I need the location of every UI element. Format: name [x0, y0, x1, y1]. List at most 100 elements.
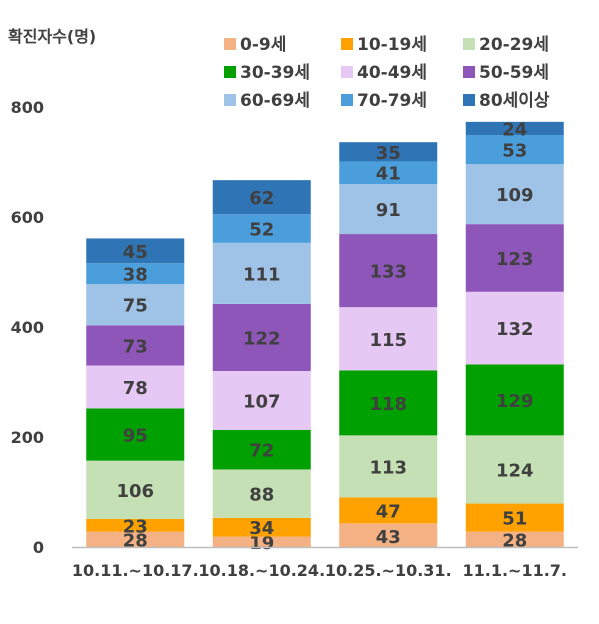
data-label: 118 [369, 394, 407, 415]
bar-segment [212, 214, 311, 243]
bar-segment [86, 460, 185, 519]
bar-segment [465, 364, 564, 436]
legend-swatch [224, 38, 236, 50]
y-tick-label: 0 [33, 538, 44, 557]
legend-swatch [463, 66, 475, 78]
data-label: 106 [116, 481, 154, 502]
data-label: 28 [123, 530, 148, 551]
legend-swatch [341, 66, 353, 78]
bar-segment [339, 370, 438, 436]
bar-segment [86, 408, 185, 461]
bar-segment [465, 121, 564, 136]
bar-segment [86, 518, 185, 532]
x-tick-label: 10.11.~10.17. [72, 561, 199, 580]
bar-segment [339, 142, 438, 162]
bar-segment [339, 497, 438, 524]
bar-segment [86, 325, 185, 366]
legend-swatch [224, 94, 236, 106]
data-label: 41 [376, 164, 401, 185]
legend-label: 50-59세 [479, 63, 549, 83]
data-label: 51 [502, 509, 527, 530]
data-label: 122 [243, 328, 281, 349]
bar-segment [212, 242, 311, 304]
data-label: 124 [496, 460, 534, 481]
bar-segment [212, 429, 311, 470]
bar-segment [465, 224, 564, 292]
data-label: 95 [123, 426, 148, 447]
bar-segment [212, 536, 311, 547]
data-label: 133 [369, 262, 407, 283]
data-label: 28 [502, 530, 527, 551]
data-label: 115 [369, 330, 407, 351]
data-label: 73 [123, 336, 148, 357]
y-tick-label: 800 [11, 98, 44, 117]
bar-segment [339, 307, 438, 371]
data-label: 62 [249, 188, 274, 209]
legend-label: 20-29세 [479, 35, 549, 55]
legend-swatch [224, 66, 236, 78]
data-label: 78 [123, 378, 148, 399]
bar-segment [212, 371, 311, 430]
bars: 2823106957873753845193488721071221115262… [86, 119, 564, 554]
bar-segment [339, 435, 438, 498]
data-label: 47 [376, 501, 401, 522]
legend-label: 40-49세 [357, 63, 427, 83]
bar-segment [465, 503, 564, 532]
legend-label: 80세이상 [479, 91, 550, 111]
legend-label: 0-9세 [240, 35, 286, 55]
bar-segment [212, 180, 311, 215]
data-label: 35 [376, 143, 401, 164]
y-tick-label: 200 [11, 428, 44, 447]
legend-swatch [463, 94, 475, 106]
bar-segment [86, 365, 185, 409]
bar-segment [339, 184, 438, 235]
legend-label: 70-79세 [357, 91, 427, 111]
data-label: 129 [496, 391, 534, 412]
legend-swatch [341, 94, 353, 106]
data-label: 111 [243, 264, 281, 285]
data-label: 107 [243, 391, 281, 412]
x-tick-label: 10.25.~10.31. [325, 561, 452, 580]
bar-segment [86, 531, 185, 547]
legend-label: 10-19세 [357, 35, 427, 55]
data-label: 45 [123, 242, 148, 263]
legend-swatch [341, 38, 353, 50]
data-label: 52 [249, 220, 274, 241]
bar-segment [212, 469, 311, 518]
bar-segment [339, 161, 438, 184]
data-label: 34 [249, 518, 274, 539]
bar-segment [465, 291, 564, 365]
bar-segment [465, 164, 564, 225]
data-label: 91 [376, 200, 401, 221]
bar-segment [339, 523, 438, 547]
data-label: 88 [249, 485, 274, 506]
legend: 0-9세 10-19세 20-29세 30-39세 40-49세 50-59세 60-69세… [224, 35, 550, 111]
y-axis-ticks: 0 200 400 600 800 [11, 98, 44, 557]
bar-segment [465, 435, 564, 504]
x-axis-ticks: 10.11.~10.17. 10.18.~10.24. 10.25.~10.31. 1… [72, 561, 567, 580]
y-tick-label: 400 [11, 318, 44, 337]
data-label: 38 [123, 265, 148, 286]
data-label: 132 [496, 319, 534, 340]
data-label: 109 [496, 185, 534, 206]
data-label: 24 [502, 119, 527, 140]
y-tick-label: 600 [11, 208, 44, 227]
y-axis-label: 확진자수(명) [8, 27, 96, 46]
bar-segment [339, 234, 438, 308]
x-tick-label: 10.18.~10.24. [198, 561, 325, 580]
bar-segment [465, 531, 564, 547]
data-label: 19 [249, 533, 274, 554]
bar-segment [86, 238, 185, 264]
data-label: 53 [502, 141, 527, 162]
x-tick-label: 11.1.~11.7. [462, 561, 567, 580]
bar-segment [212, 517, 311, 537]
bar-segment [465, 135, 564, 165]
legend-label: 30-39세 [240, 63, 310, 83]
data-label: 75 [123, 296, 148, 317]
data-label: 23 [123, 516, 148, 537]
legend-label: 60-69세 [240, 91, 310, 111]
data-label: 123 [496, 249, 534, 270]
data-label: 113 [369, 457, 407, 478]
